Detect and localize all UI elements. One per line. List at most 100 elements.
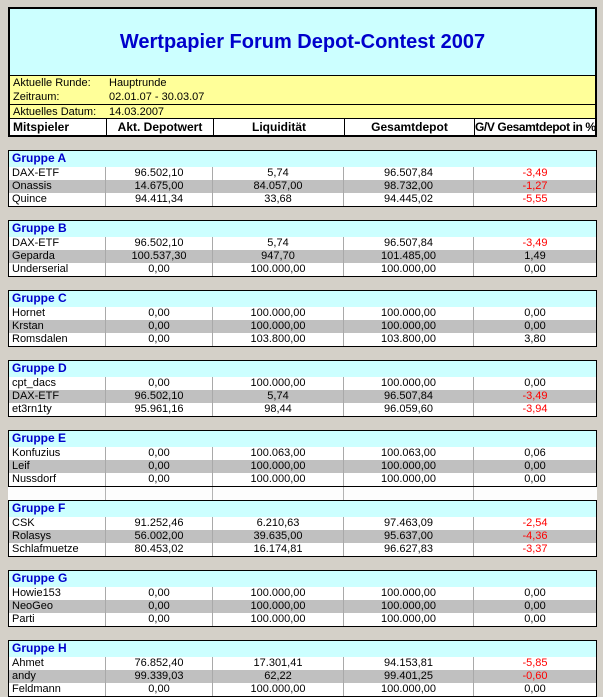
table-row: CSK 91.252,46 6.210,63 97.463,09 -2,54 <box>9 517 596 530</box>
table-row: cpt_dacs 0,00 100.000,00 100.000,00 0,00 <box>9 377 596 390</box>
liquiditaet-cell: 100.000,00 <box>212 587 343 600</box>
gesamtdepot-cell: 100.000,00 <box>343 460 473 473</box>
gesamtdepot-cell: 94.445,02 <box>343 193 473 206</box>
liquiditaet-cell: 84.057,00 <box>212 180 343 193</box>
page-title: Wertpapier Forum Depot-Contest 2007 <box>119 30 486 53</box>
group-title: Gruppe B <box>9 221 596 237</box>
table-row: DAX-ETF 96.502,10 5,74 96.507,84 -3,49 <box>9 167 596 180</box>
gesamtdepot-cell: 101.485,00 <box>343 250 473 263</box>
gesamtdepot-cell: 100.000,00 <box>343 613 473 626</box>
gv-percent-cell: 0,00 <box>473 613 596 626</box>
gv-percent-cell: -0,60 <box>473 670 596 683</box>
gesamtdepot-cell: 100.063,00 <box>343 447 473 460</box>
gesamtdepot-cell: 96.507,84 <box>343 390 473 403</box>
depotwert-cell: 0,00 <box>105 320 212 333</box>
player-name-cell: Romsdalen <box>12 333 68 345</box>
column-header-liquiditaet: Liquidität <box>213 119 344 135</box>
player-name-cell: Krstan <box>12 320 44 332</box>
group-section: Gruppe G Howie153 0,00 100.000,00 100.00… <box>8 570 597 627</box>
group-section: Gruppe A DAX-ETF 96.502,10 5,74 96.507,8… <box>8 150 597 207</box>
depotwert-cell: 96.502,10 <box>105 167 212 180</box>
player-name-cell: Parti <box>12 613 35 625</box>
table-row: DAX-ETF 96.502,10 5,74 96.507,84 -3,49 <box>9 237 596 250</box>
column-header-mitspieler: Mitspieler <box>13 120 70 134</box>
gesamtdepot-cell: 100.000,00 <box>343 587 473 600</box>
liquiditaet-cell: 5,74 <box>212 390 343 403</box>
column-header-row: Mitspieler Akt. Depotwert Liquidität Ges… <box>10 118 595 135</box>
liquiditaet-cell: 100.000,00 <box>212 683 343 696</box>
table-row: Rolasys 56.002,00 39.635,00 95.637,00 -4… <box>9 530 596 543</box>
player-name-cell: Ahmet <box>12 657 44 669</box>
table-row: et3rn1ty 95.961,16 98,44 96.059,60 -3,94 <box>9 403 596 416</box>
gv-percent-cell: -3,49 <box>473 237 596 250</box>
liquiditaet-cell: 62,22 <box>212 670 343 683</box>
round-value: Hauptrunde <box>109 77 167 89</box>
group-title: Gruppe G <box>9 571 596 587</box>
gv-percent-cell: -3,49 <box>473 167 596 180</box>
liquiditaet-cell: 100.000,00 <box>212 600 343 613</box>
table-row: Ahmet 76.852,40 17.301,41 94.153,81 -5,8… <box>9 657 596 670</box>
info-row-date: Aktuelles Datum: 14.03.2007 <box>10 104 595 118</box>
groups-container: Gruppe A DAX-ETF 96.502,10 5,74 96.507,8… <box>8 150 597 697</box>
depotwert-cell: 0,00 <box>105 683 212 696</box>
depotwert-cell: 80.453,02 <box>105 543 212 556</box>
date-value: 14.03.2007 <box>109 106 165 118</box>
player-name-cell: et3rn1ty <box>12 403 52 415</box>
player-name-cell: DAX-ETF <box>12 167 60 179</box>
liquiditaet-cell: 100.000,00 <box>212 307 343 320</box>
liquiditaet-cell: 39.635,00 <box>212 530 343 543</box>
depotwert-cell: 94.411,34 <box>105 193 212 206</box>
liquiditaet-cell: 98,44 <box>212 403 343 416</box>
gv-percent-cell: 0,00 <box>473 307 596 320</box>
gesamtdepot-cell: 100.000,00 <box>343 263 473 276</box>
gv-percent-cell: 0,00 <box>473 460 596 473</box>
gesamtdepot-cell: 97.463,09 <box>343 517 473 530</box>
table-row: Parti 0,00 100.000,00 100.000,00 0,00 <box>9 613 596 626</box>
gv-percent-cell: -3,49 <box>473 390 596 403</box>
gv-percent-cell: 0,00 <box>473 600 596 613</box>
gesamtdepot-cell: 100.000,00 <box>343 320 473 333</box>
info-row-round: Aktuelle Runde: Hauptrunde <box>10 76 595 90</box>
gv-percent-cell: -5,85 <box>473 657 596 670</box>
gv-percent-cell: -5,55 <box>473 193 596 206</box>
depotwert-cell: 0,00 <box>105 600 212 613</box>
gesamtdepot-cell: 103.800,00 <box>343 333 473 346</box>
depotwert-cell: 0,00 <box>105 447 212 460</box>
liquiditaet-cell: 5,74 <box>212 237 343 250</box>
table-row: Onassis 14.675,00 84.057,00 98.732,00 -1… <box>9 180 596 193</box>
group-section: Gruppe E Konfuzius 0,00 100.063,00 100.0… <box>8 430 597 487</box>
player-name-cell: Rolasys <box>12 530 52 542</box>
gv-percent-cell: 3,80 <box>473 333 596 346</box>
gridline-gap <box>8 487 597 500</box>
column-header-gv: G/V Gesamtdepot in % <box>474 119 595 135</box>
header-block: Wertpapier Forum Depot-Contest 2007 Aktu… <box>8 7 597 137</box>
gesamtdepot-cell: 100.000,00 <box>343 307 473 320</box>
gesamtdepot-cell: 100.000,00 <box>343 473 473 486</box>
player-name-cell: Leif <box>12 460 30 472</box>
gesamtdepot-cell: 95.637,00 <box>343 530 473 543</box>
liquiditaet-cell: 100.000,00 <box>212 473 343 486</box>
depotwert-cell: 95.961,16 <box>105 403 212 416</box>
liquiditaet-cell: 16.174,81 <box>212 543 343 556</box>
depotwert-cell: 99.339,03 <box>105 670 212 683</box>
gv-percent-cell: 0,00 <box>473 263 596 276</box>
player-name-cell: Hornet <box>12 307 46 319</box>
depotwert-cell: 76.852,40 <box>105 657 212 670</box>
table-row: Howie153 0,00 100.000,00 100.000,00 0,00 <box>9 587 596 600</box>
gv-percent-cell: 1,49 <box>473 250 596 263</box>
group-title: Gruppe C <box>9 291 596 307</box>
player-name-cell: NeoGeo <box>12 600 53 612</box>
group-section: Gruppe B DAX-ETF 96.502,10 5,74 96.507,8… <box>8 220 597 277</box>
group-section: Gruppe F CSK 91.252,46 6.210,63 97.463,0… <box>8 500 597 557</box>
column-header-depotwert: Akt. Depotwert <box>106 119 213 135</box>
group-title: Gruppe H <box>9 641 596 657</box>
group-title: Gruppe D <box>9 361 596 377</box>
table-row: NeoGeo 0,00 100.000,00 100.000,00 0,00 <box>9 600 596 613</box>
table-row: Feldmann 0,00 100.000,00 100.000,00 0,00 <box>9 683 596 696</box>
table-row: Underserial 0,00 100.000,00 100.000,00 0… <box>9 263 596 276</box>
gesamtdepot-cell: 94.153,81 <box>343 657 473 670</box>
gesamtdepot-cell: 98.732,00 <box>343 180 473 193</box>
liquiditaet-cell: 5,74 <box>212 167 343 180</box>
gv-percent-cell: 0,00 <box>473 473 596 486</box>
table-row: Geparda 100.537,30 947,70 101.485,00 1,4… <box>9 250 596 263</box>
